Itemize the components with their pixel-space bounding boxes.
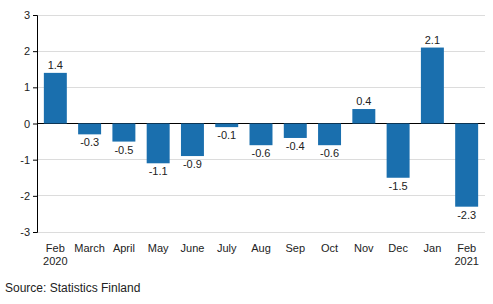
grid [37,15,485,232]
x-tick: July [217,242,237,254]
x-tick-label: Sep [285,242,305,254]
x-tick: Feb2021 [454,242,478,267]
grid-line [37,159,485,160]
data-label: -0.6 [320,147,339,159]
x-tick-label: July [217,242,237,254]
grid-line [37,15,485,16]
data-label: -0.9 [183,158,202,170]
x-tick: Oct [321,242,338,254]
grid-line [37,87,485,88]
y-tick-mark [33,51,37,52]
y-tick: -2 [20,190,37,202]
grid-line [37,51,485,52]
y-tick-mark [33,87,37,88]
y-tick: -1 [20,154,37,166]
bar [421,48,444,124]
x-tick-label: Dec [388,242,408,254]
y-axis-line [33,16,38,233]
y-tick-label: -1 [20,154,30,166]
source: Source: Statistics Finland [5,281,140,295]
y-tick-mark [33,196,37,197]
bar [318,124,341,146]
x-tick-label: Aug [251,242,271,254]
chart: 1.4 -0.3 -0.5 -1.1 -0.9 -0.1 -0.6 -0.4 -0.6 0.4 -1… [0,0,493,304]
data-label: -2.3 [457,209,476,221]
data-labels: 1.4 -0.3 -0.5 -1.1 -0.9 -0.1 -0.6 -0.4 -0.6 0.4 -1… [48,34,476,221]
x-axis: Feb2020 March April May June July Aug Sep Oct Nov… [43,242,479,267]
bar [78,124,101,135]
x-tick: Aug [251,242,271,254]
x-tick-label: June [181,242,205,254]
y-tick-mark [33,232,37,233]
bar [387,124,410,178]
x-tick: Nov [354,242,374,254]
data-label: 1.4 [48,59,63,71]
bar [215,124,238,128]
data-label: -1.1 [149,165,168,177]
data-label: -0.1 [217,129,236,141]
y-tick-label: 1 [24,81,30,93]
x-tick: April [113,242,135,254]
x-tick: Dec [388,242,408,254]
data-label: -0.3 [80,136,99,148]
bar [455,124,478,207]
plot: 1.4 -0.3 -0.5 -1.1 -0.9 -0.1 -0.6 -0.4 -0.6 0.4 -1… [20,9,485,267]
x-tick: June [181,242,205,254]
x-tick: Jan [424,242,442,254]
x-tick-label: March [74,242,105,254]
y-axis: -3 -2 -1 0 1 2 3 [20,9,37,238]
grid-line [37,195,485,196]
y-tick-label: -3 [20,226,30,238]
bar [147,124,170,164]
grid-line [37,232,485,233]
x-tick-label: Jan [424,242,442,254]
x-tick: March [74,242,105,254]
y-tick: 0 [24,118,37,130]
y-tick-label: 0 [24,118,30,130]
x-tick-label: May [148,242,169,254]
y-tick-label: 2 [24,45,30,57]
x-tick-label: Feb2021 [454,242,478,267]
data-label: -1.5 [389,180,408,192]
data-label: -0.6 [252,147,271,159]
bar [250,124,273,146]
bar [352,109,375,123]
x-tick-label: Nov [354,242,374,254]
y-tick: 3 [24,9,37,21]
data-label: -0.4 [286,140,305,152]
y-tick: -3 [20,226,37,238]
bar [112,124,135,142]
x-tick: Sep [285,242,305,254]
y-tick: 1 [24,81,37,93]
bars [44,48,478,207]
x-tick-label: Feb2020 [43,242,67,267]
bar [181,124,204,157]
data-label: -0.5 [114,144,133,156]
data-label: 2.1 [425,34,440,46]
y-tick-mark [33,15,37,16]
x-tick: Feb2020 [43,242,67,267]
y-tick: 2 [24,45,37,57]
x-tick: May [148,242,169,254]
y-tick-mark [33,124,37,125]
bar [44,73,67,124]
bar [284,124,307,138]
x-tick-label: April [113,242,135,254]
x-tick-label: Oct [321,242,338,254]
y-tick-label: 3 [24,9,30,21]
y-tick-label: -2 [20,190,30,202]
data-label: 0.4 [356,95,371,107]
y-tick-mark [33,160,37,161]
